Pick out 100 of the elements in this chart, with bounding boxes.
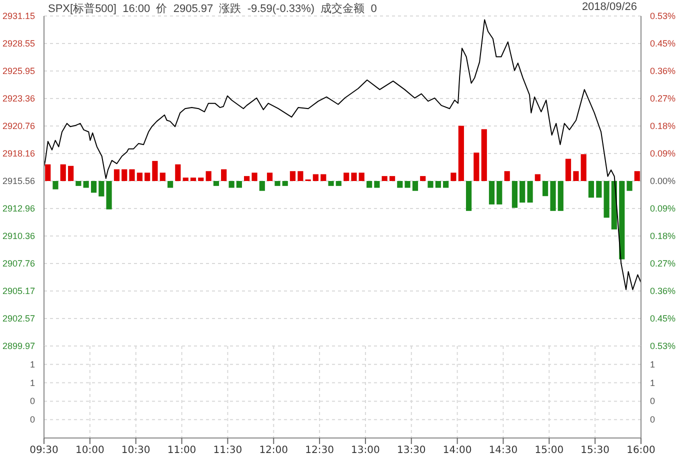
bar <box>458 126 464 181</box>
y-tick-label: 2905.17 <box>2 286 35 296</box>
x-tick-label: 14:30 <box>488 445 518 456</box>
bar <box>320 174 326 181</box>
bar <box>428 181 434 188</box>
bar <box>90 181 97 193</box>
y2-tick-label: 0.09% <box>650 148 676 159</box>
y-tick-label: 2912.96 <box>2 204 35 214</box>
bar <box>389 176 396 181</box>
bar <box>588 181 594 198</box>
x-tick-label: 15:00 <box>534 445 564 456</box>
bar <box>129 169 135 181</box>
bar <box>542 181 548 196</box>
bar <box>366 181 372 188</box>
y-tick-label: 2928.55 <box>2 38 35 49</box>
bar <box>244 176 250 181</box>
x-tick-label: 11:00 <box>167 445 196 456</box>
y2-tick-label: 0.18% <box>650 230 676 241</box>
bar <box>397 181 403 188</box>
x-tick-label: 11:30 <box>213 445 242 456</box>
bar <box>45 164 51 181</box>
chart-title: SPX[标普500] 16:00 价 2905.97 涨跌 -9.59(-0.33%) 成交金额 0 <box>48 2 377 16</box>
chart-subtitle: 2018/09/26 <box>582 1 637 13</box>
bar <box>596 181 602 198</box>
bar <box>228 181 234 188</box>
bar <box>520 181 526 203</box>
bar <box>106 181 112 210</box>
y2-tick-label: 0.36% <box>650 66 676 76</box>
bar <box>182 178 188 181</box>
bar <box>351 172 357 181</box>
bar <box>60 164 66 181</box>
bar <box>76 181 82 186</box>
x-tick-label: 15:30 <box>580 445 610 456</box>
bar <box>221 169 227 181</box>
x-tick-label: 12:30 <box>305 445 334 456</box>
bar <box>290 171 296 181</box>
y-tick-label: 2931.15 <box>2 11 35 21</box>
y2-tick-label: 0 <box>650 396 656 406</box>
bar <box>550 181 556 211</box>
y2-tick-label: 0.00% <box>650 176 676 186</box>
y-tick-label: 0 <box>30 414 35 425</box>
y2-tick-label: 0 <box>650 414 656 425</box>
bar <box>634 171 640 181</box>
y-tick-label: 1 <box>30 359 35 370</box>
y-tick-label: 2923.36 <box>2 93 35 104</box>
y2-tick-label: 0.53% <box>650 341 676 351</box>
bar <box>450 172 456 181</box>
bar <box>122 169 128 181</box>
bar <box>236 181 242 188</box>
x-tick-label: 09:30 <box>30 445 58 456</box>
bar <box>83 181 89 188</box>
y-tick-label: 2915.56 <box>2 176 35 186</box>
bar <box>466 181 472 211</box>
bar <box>282 181 288 186</box>
bar <box>374 181 380 188</box>
y-tick-label: 2925.95 <box>2 66 35 76</box>
bar <box>604 181 610 218</box>
bar <box>68 166 74 181</box>
x-tick-label: 12:00 <box>259 445 288 456</box>
bar <box>404 181 410 188</box>
bar <box>496 181 502 204</box>
bar <box>512 181 518 208</box>
bar <box>52 181 58 190</box>
bar <box>136 172 143 181</box>
bar <box>144 172 150 181</box>
bar <box>573 171 579 181</box>
bar <box>443 181 449 188</box>
bar <box>312 174 318 181</box>
bar <box>190 178 196 181</box>
line-series <box>44 19 641 290</box>
y-tick-label: 1 <box>30 378 35 388</box>
bar <box>98 181 104 196</box>
bar <box>344 172 350 181</box>
bar <box>213 181 220 186</box>
y2-tick-label: 0.27% <box>650 258 676 268</box>
bar <box>114 169 120 181</box>
x-tick-label: 10:30 <box>121 445 150 456</box>
bar <box>504 171 510 181</box>
bar <box>160 172 166 181</box>
y-tick-label: 2918.16 <box>2 148 35 158</box>
bar <box>481 129 487 181</box>
y-tick-label: 2902.57 <box>2 313 35 324</box>
bar <box>558 181 564 211</box>
bar <box>152 160 158 181</box>
bar <box>336 181 342 186</box>
y2-tick-label: 0.53% <box>650 11 676 21</box>
y-tick-label: 0 <box>30 396 35 406</box>
bar <box>382 176 388 181</box>
bar <box>534 174 540 181</box>
x-tick-label: 13:00 <box>351 445 380 456</box>
bar <box>206 171 212 181</box>
bar <box>435 181 442 188</box>
y2-tick-label: 0.27% <box>650 94 676 104</box>
x-tick-label: 13:30 <box>396 445 426 456</box>
y2-tick-label: 0.09% <box>650 203 676 214</box>
y2-tick-label: 0.45% <box>650 38 676 48</box>
bar <box>252 172 258 181</box>
bar <box>358 172 364 181</box>
bar <box>175 164 181 181</box>
y-tick-label: 2899.97 <box>2 341 35 351</box>
